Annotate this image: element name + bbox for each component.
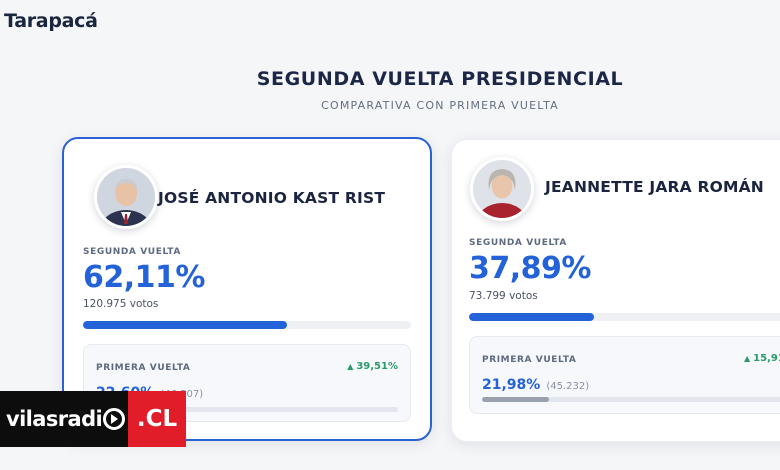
candidate-card-jara[interactable]: JEANNETTE JARA ROMÁN SEGUNDA VUELTA 37,8… [451, 139, 780, 442]
second-round-progress-fill [83, 321, 287, 329]
candidate-name: JEANNETTE JARA ROMÁN [545, 178, 764, 196]
candidate-photo-kast [94, 165, 158, 229]
play-icon [103, 408, 126, 430]
second-round-progress [469, 313, 780, 321]
arrow-up-icon: ▲ [347, 362, 354, 371]
region-title: Tarapacá [4, 10, 98, 32]
second-round-percent: 37,89% [469, 251, 591, 286]
candidate-card-kast[interactable]: JOSÉ ANTONIO KAST RIST SEGUNDA VUELTA 62… [62, 137, 432, 441]
first-round-percent: 21,98% (45.232) [482, 377, 590, 393]
first-round-box: PRIMERA VUELTA ▲15,91 21,98%(45.232) [469, 336, 780, 414]
second-round-percent: 62,11% [83, 260, 205, 295]
page-title: SEGUNDA VUELTA PRESIDENCIAL [256, 68, 624, 90]
second-round-label: SEGUNDA VUELTA [469, 238, 567, 248]
candidate-name: JOSÉ ANTONIO KAST RIST [158, 189, 386, 207]
second-round-label: SEGUNDA VUELTA [83, 247, 181, 257]
first-round-label: PRIMERA VUELTA [96, 363, 191, 373]
candidate-photo-jara [470, 157, 534, 221]
first-round-progress [482, 397, 780, 402]
first-round-progress-fill [482, 397, 549, 402]
second-round-progress-fill [469, 313, 595, 321]
page-subtitle: COMPARATIVA CON PRIMERA VUELTA [321, 99, 559, 112]
first-round-delta: ▲ 39,51% [347, 361, 398, 372]
first-round-votes: (45.232) [546, 381, 590, 392]
arrow-up-icon: ▲ [744, 354, 751, 363]
first-round-delta: ▲15,91 [744, 353, 780, 364]
first-round-label: PRIMERA VUELTA [482, 355, 577, 365]
logo-domain: .CL [128, 391, 186, 447]
second-round-votes: 120.975 votos [83, 298, 159, 310]
logo-wordmark: vilasradi [0, 391, 128, 447]
second-round-progress [83, 321, 411, 329]
site-logo[interactable]: vilasradi .CL [0, 391, 186, 447]
second-round-votes: 73.799 votos [469, 290, 538, 302]
